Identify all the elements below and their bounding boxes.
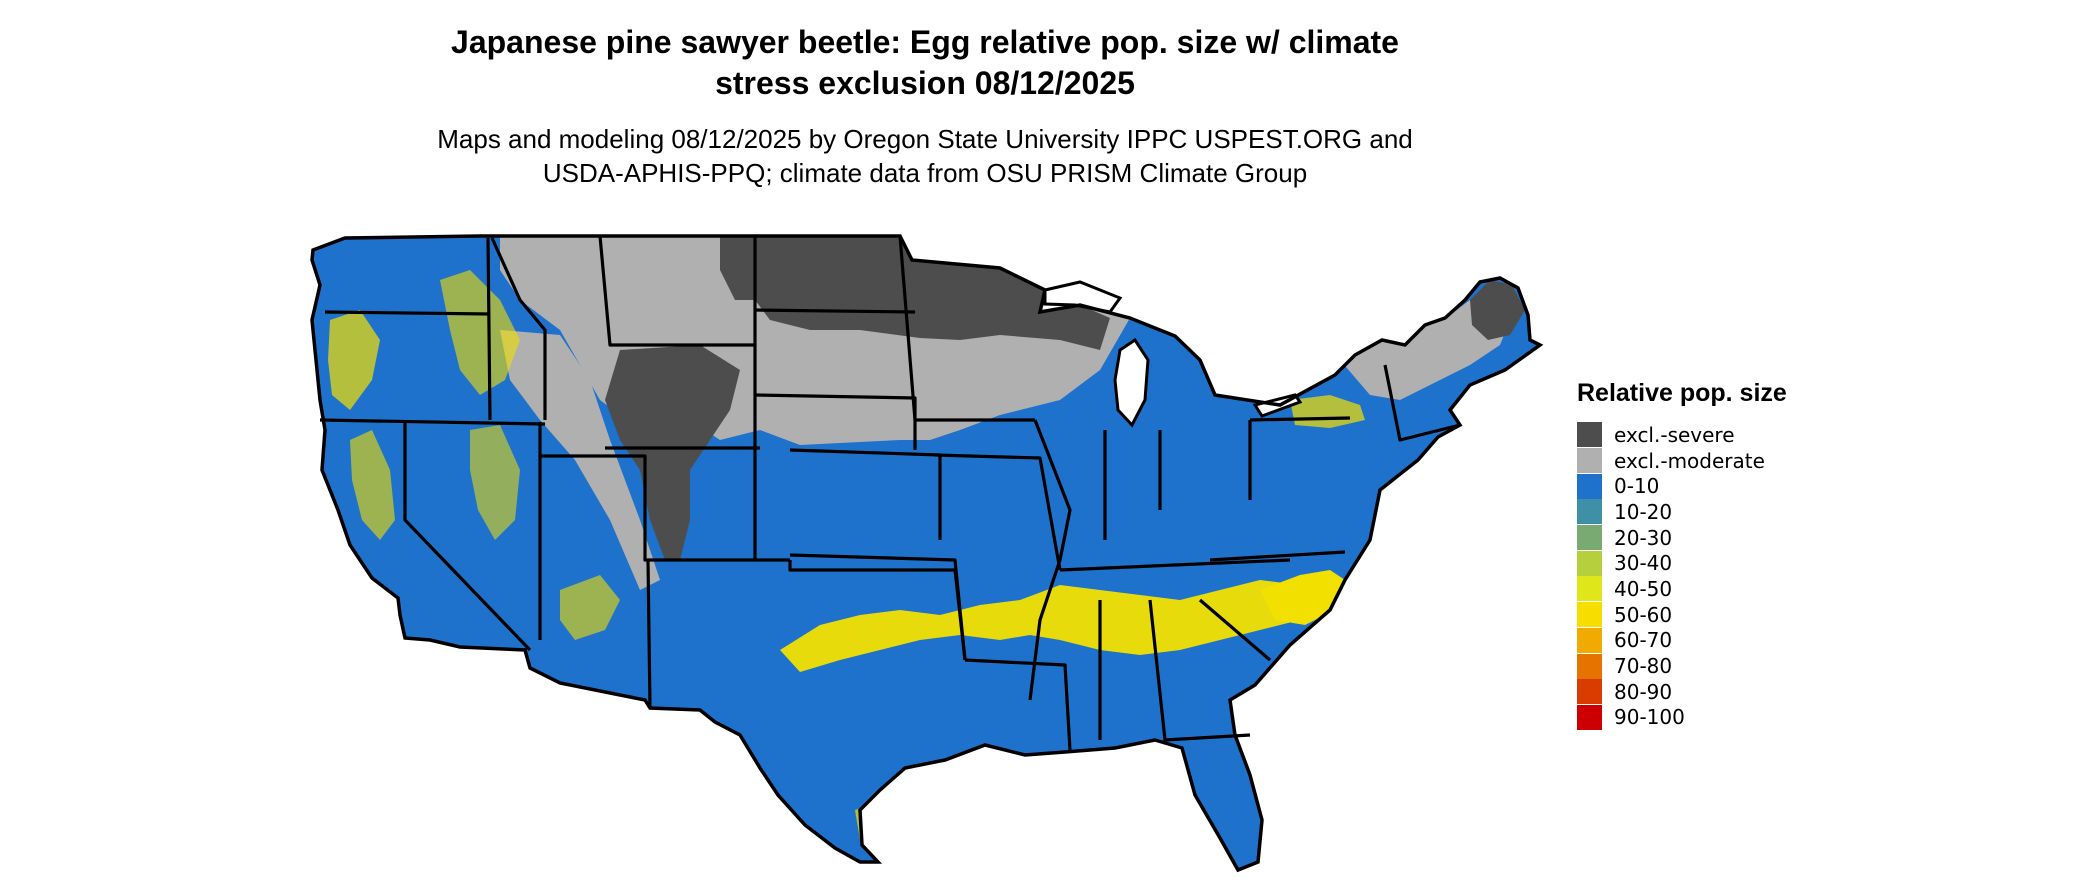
legend-label: 40-50 bbox=[1614, 576, 1673, 601]
legend-items: excl.-severe excl.-moderate 0-10 10-20 20-30… bbox=[1577, 422, 1787, 730]
legend-item: 80-90 bbox=[1577, 679, 1787, 705]
legend-item: 60-70 bbox=[1577, 627, 1787, 654]
border-tx-ok bbox=[788, 560, 967, 661]
border-ga-sc bbox=[1198, 598, 1272, 662]
legend-item: 10-20 bbox=[1577, 499, 1787, 525]
high-pop-patch-great-basin bbox=[470, 425, 520, 540]
legend-item: 40-50 bbox=[1577, 576, 1787, 602]
border-plains-2 bbox=[754, 393, 917, 450]
legend-label: 50-60 bbox=[1614, 602, 1673, 627]
map-title: Japanese pine sawyer beetle: Egg relativ… bbox=[0, 22, 1850, 104]
legend-label: excl.-severe bbox=[1614, 422, 1735, 447]
excl-severe-zone-montana bbox=[720, 236, 755, 300]
legend-swatch bbox=[1577, 679, 1602, 705]
legend-label: 20-30 bbox=[1614, 525, 1673, 550]
legend-item: 50-60 bbox=[1577, 602, 1787, 628]
legend-swatch bbox=[1577, 627, 1602, 653]
border-mn-wi bbox=[898, 235, 1035, 422]
map-subtitle-line-2: USDA-APHIS-PPQ; climate data from OSU PR… bbox=[542, 158, 1308, 188]
border-ia-mo bbox=[934, 453, 1062, 571]
high-pop-band-south bbox=[780, 580, 1320, 672]
legend-swatch bbox=[1577, 422, 1602, 448]
border-al-ga bbox=[1148, 599, 1251, 742]
high-pop-band-carolinas bbox=[1260, 570, 1345, 625]
border-va-nc bbox=[1209, 550, 1346, 562]
excl-severe-zone-rockies bbox=[605, 345, 740, 560]
legend-item: 0-10 bbox=[1577, 473, 1787, 499]
legend-label: 0-10 bbox=[1614, 474, 1660, 499]
border-az-nm bbox=[646, 559, 652, 709]
excl-severe-zone-dakotas bbox=[755, 236, 1110, 350]
excl-severe-zone-maine bbox=[1470, 280, 1525, 340]
high-pop-patch-arizona bbox=[560, 575, 620, 640]
map-subtitle: Maps and modeling 08/12/2025 by Oregon S… bbox=[0, 122, 1850, 190]
legend-label: excl.-moderate bbox=[1614, 448, 1765, 473]
border-or-ca bbox=[319, 418, 546, 426]
legend-label: 70-80 bbox=[1614, 654, 1673, 679]
border-plains-1 bbox=[754, 308, 916, 314]
map-overlays bbox=[328, 236, 1525, 855]
border-mt-id bbox=[490, 237, 547, 420]
legend-item: 30-40 bbox=[1577, 550, 1787, 576]
legend-item: excl.-severe bbox=[1577, 422, 1787, 448]
legend-swatch bbox=[1577, 653, 1602, 679]
high-pop-patch-sierra bbox=[350, 430, 395, 540]
map-title-line-1: Japanese pine sawyer beetle: Egg relativ… bbox=[451, 24, 1399, 60]
legend-swatch bbox=[1577, 704, 1602, 730]
border-nv-ca bbox=[403, 422, 532, 652]
high-pop-patch-northern-rockies bbox=[440, 270, 520, 395]
legend-item: 90-100 bbox=[1577, 704, 1787, 731]
legend-label: 60-70 bbox=[1614, 628, 1673, 653]
legend-label: 10-20 bbox=[1614, 499, 1673, 524]
legend-item: 70-80 bbox=[1577, 653, 1787, 679]
legend-swatch bbox=[1577, 550, 1602, 576]
border-pa-ny bbox=[1249, 416, 1351, 422]
border-mississippi bbox=[1028, 419, 1072, 701]
lake-michigan bbox=[1113, 337, 1150, 428]
border-south-1 bbox=[964, 658, 1072, 751]
state-borders bbox=[319, 235, 1461, 751]
legend-swatch bbox=[1577, 602, 1602, 628]
legend-title: Relative pop. size bbox=[1577, 379, 1787, 407]
legend-swatch bbox=[1577, 525, 1602, 551]
high-pop-patch-pacific-northwest bbox=[328, 310, 380, 410]
border-wa-or bbox=[324, 310, 491, 316]
map-title-line-2: stress exclusion 08/12/2025 bbox=[715, 65, 1135, 101]
legend-swatch bbox=[1577, 499, 1602, 525]
legend-label: 30-40 bbox=[1614, 551, 1673, 576]
excl-moderate-zone-northeast bbox=[1340, 290, 1510, 400]
border-mt-wy bbox=[598, 235, 755, 347]
legend-label: 80-90 bbox=[1614, 679, 1673, 704]
border-ky-tn bbox=[1059, 558, 1291, 572]
legend-item: excl.-moderate bbox=[1577, 448, 1787, 474]
border-id-wa bbox=[486, 237, 492, 421]
border-new-england bbox=[1383, 364, 1461, 442]
excl-moderate-zone-west bbox=[500, 330, 660, 590]
legend-swatch bbox=[1577, 448, 1602, 474]
legend-swatch bbox=[1577, 576, 1602, 602]
legend: Relative pop. size excl.-severe excl.-mod… bbox=[1577, 378, 1787, 730]
legend-label: 90-100 bbox=[1614, 705, 1685, 730]
legend-swatch bbox=[1577, 473, 1602, 499]
map-subtitle-line-1: Maps and modeling 08/12/2025 by Oregon S… bbox=[437, 124, 1413, 154]
legend-item: 20-30 bbox=[1577, 525, 1787, 551]
border-ut-co bbox=[540, 454, 790, 562]
